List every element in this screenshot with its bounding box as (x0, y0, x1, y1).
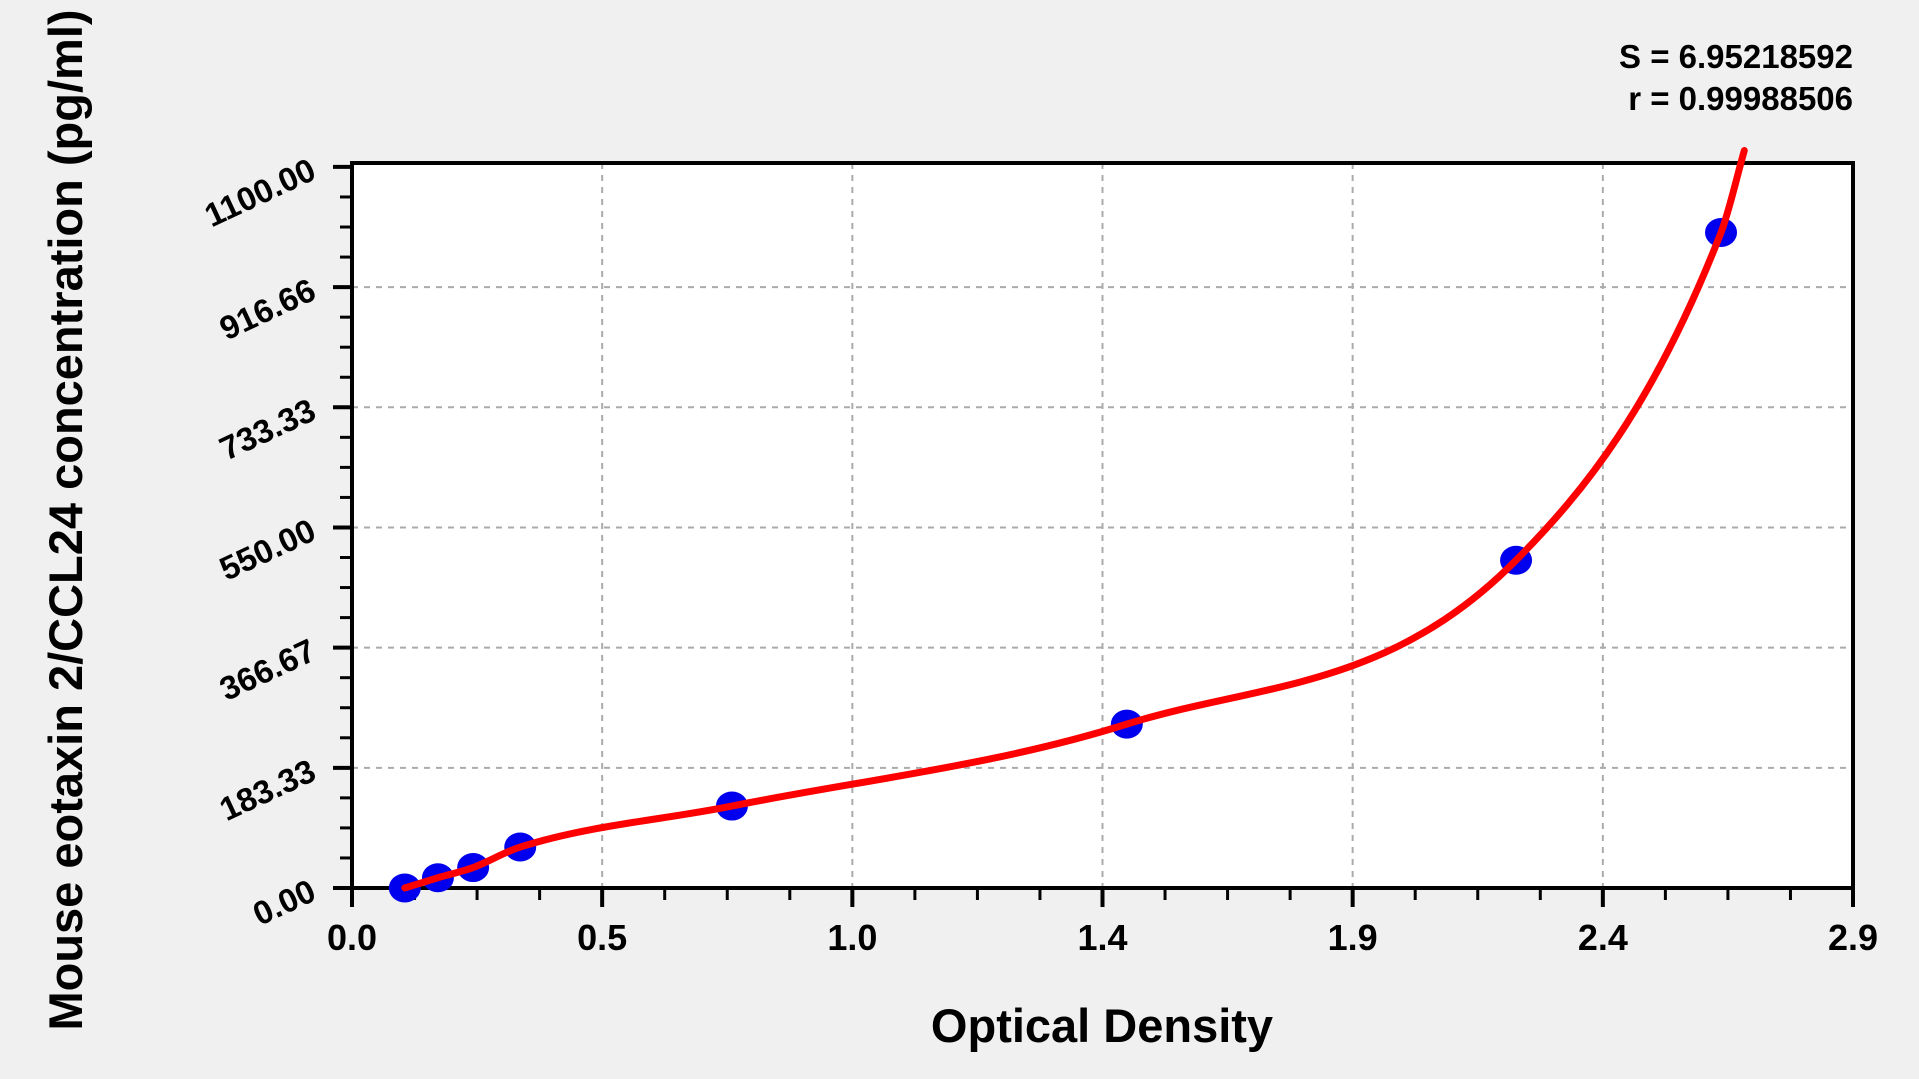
y-tick-label: 733.33 (214, 391, 321, 467)
y-tick-label: 183.33 (214, 752, 321, 828)
y-tick-label: 366.67 (214, 631, 321, 707)
y-tick-label: 550.00 (214, 511, 321, 587)
standard-curve-line (401, 147, 1748, 892)
curve-fit-s-value: S = 6.95218592 (1619, 38, 1853, 75)
plot-border (350, 161, 1855, 890)
y-tick-label: 916.66 (214, 271, 321, 347)
y-tick-label: 0.00 (247, 872, 321, 933)
x-tick-label: 0.5 (577, 917, 627, 958)
y-tick-label: 1100.00 (199, 151, 321, 234)
x-tick-label: 1.9 (1328, 917, 1378, 958)
x-tick-label: 2.9 (1828, 917, 1878, 958)
x-axis-title: Optical Density (931, 999, 1273, 1052)
curve-fit-r-value: r = 0.99988506 (1628, 80, 1853, 117)
y-axis-title: Mouse eotaxin 2/CCL24 concentration (pg/… (39, 9, 92, 1030)
fitted-curve-layer (401, 147, 1748, 892)
x-tick-label: 2.4 (1578, 917, 1628, 958)
gridlines (352, 163, 1853, 888)
x-tick-label: 1.0 (827, 917, 877, 958)
x-tick-label: 1.4 (1077, 917, 1127, 958)
x-tick-label: 0.0 (327, 917, 377, 958)
